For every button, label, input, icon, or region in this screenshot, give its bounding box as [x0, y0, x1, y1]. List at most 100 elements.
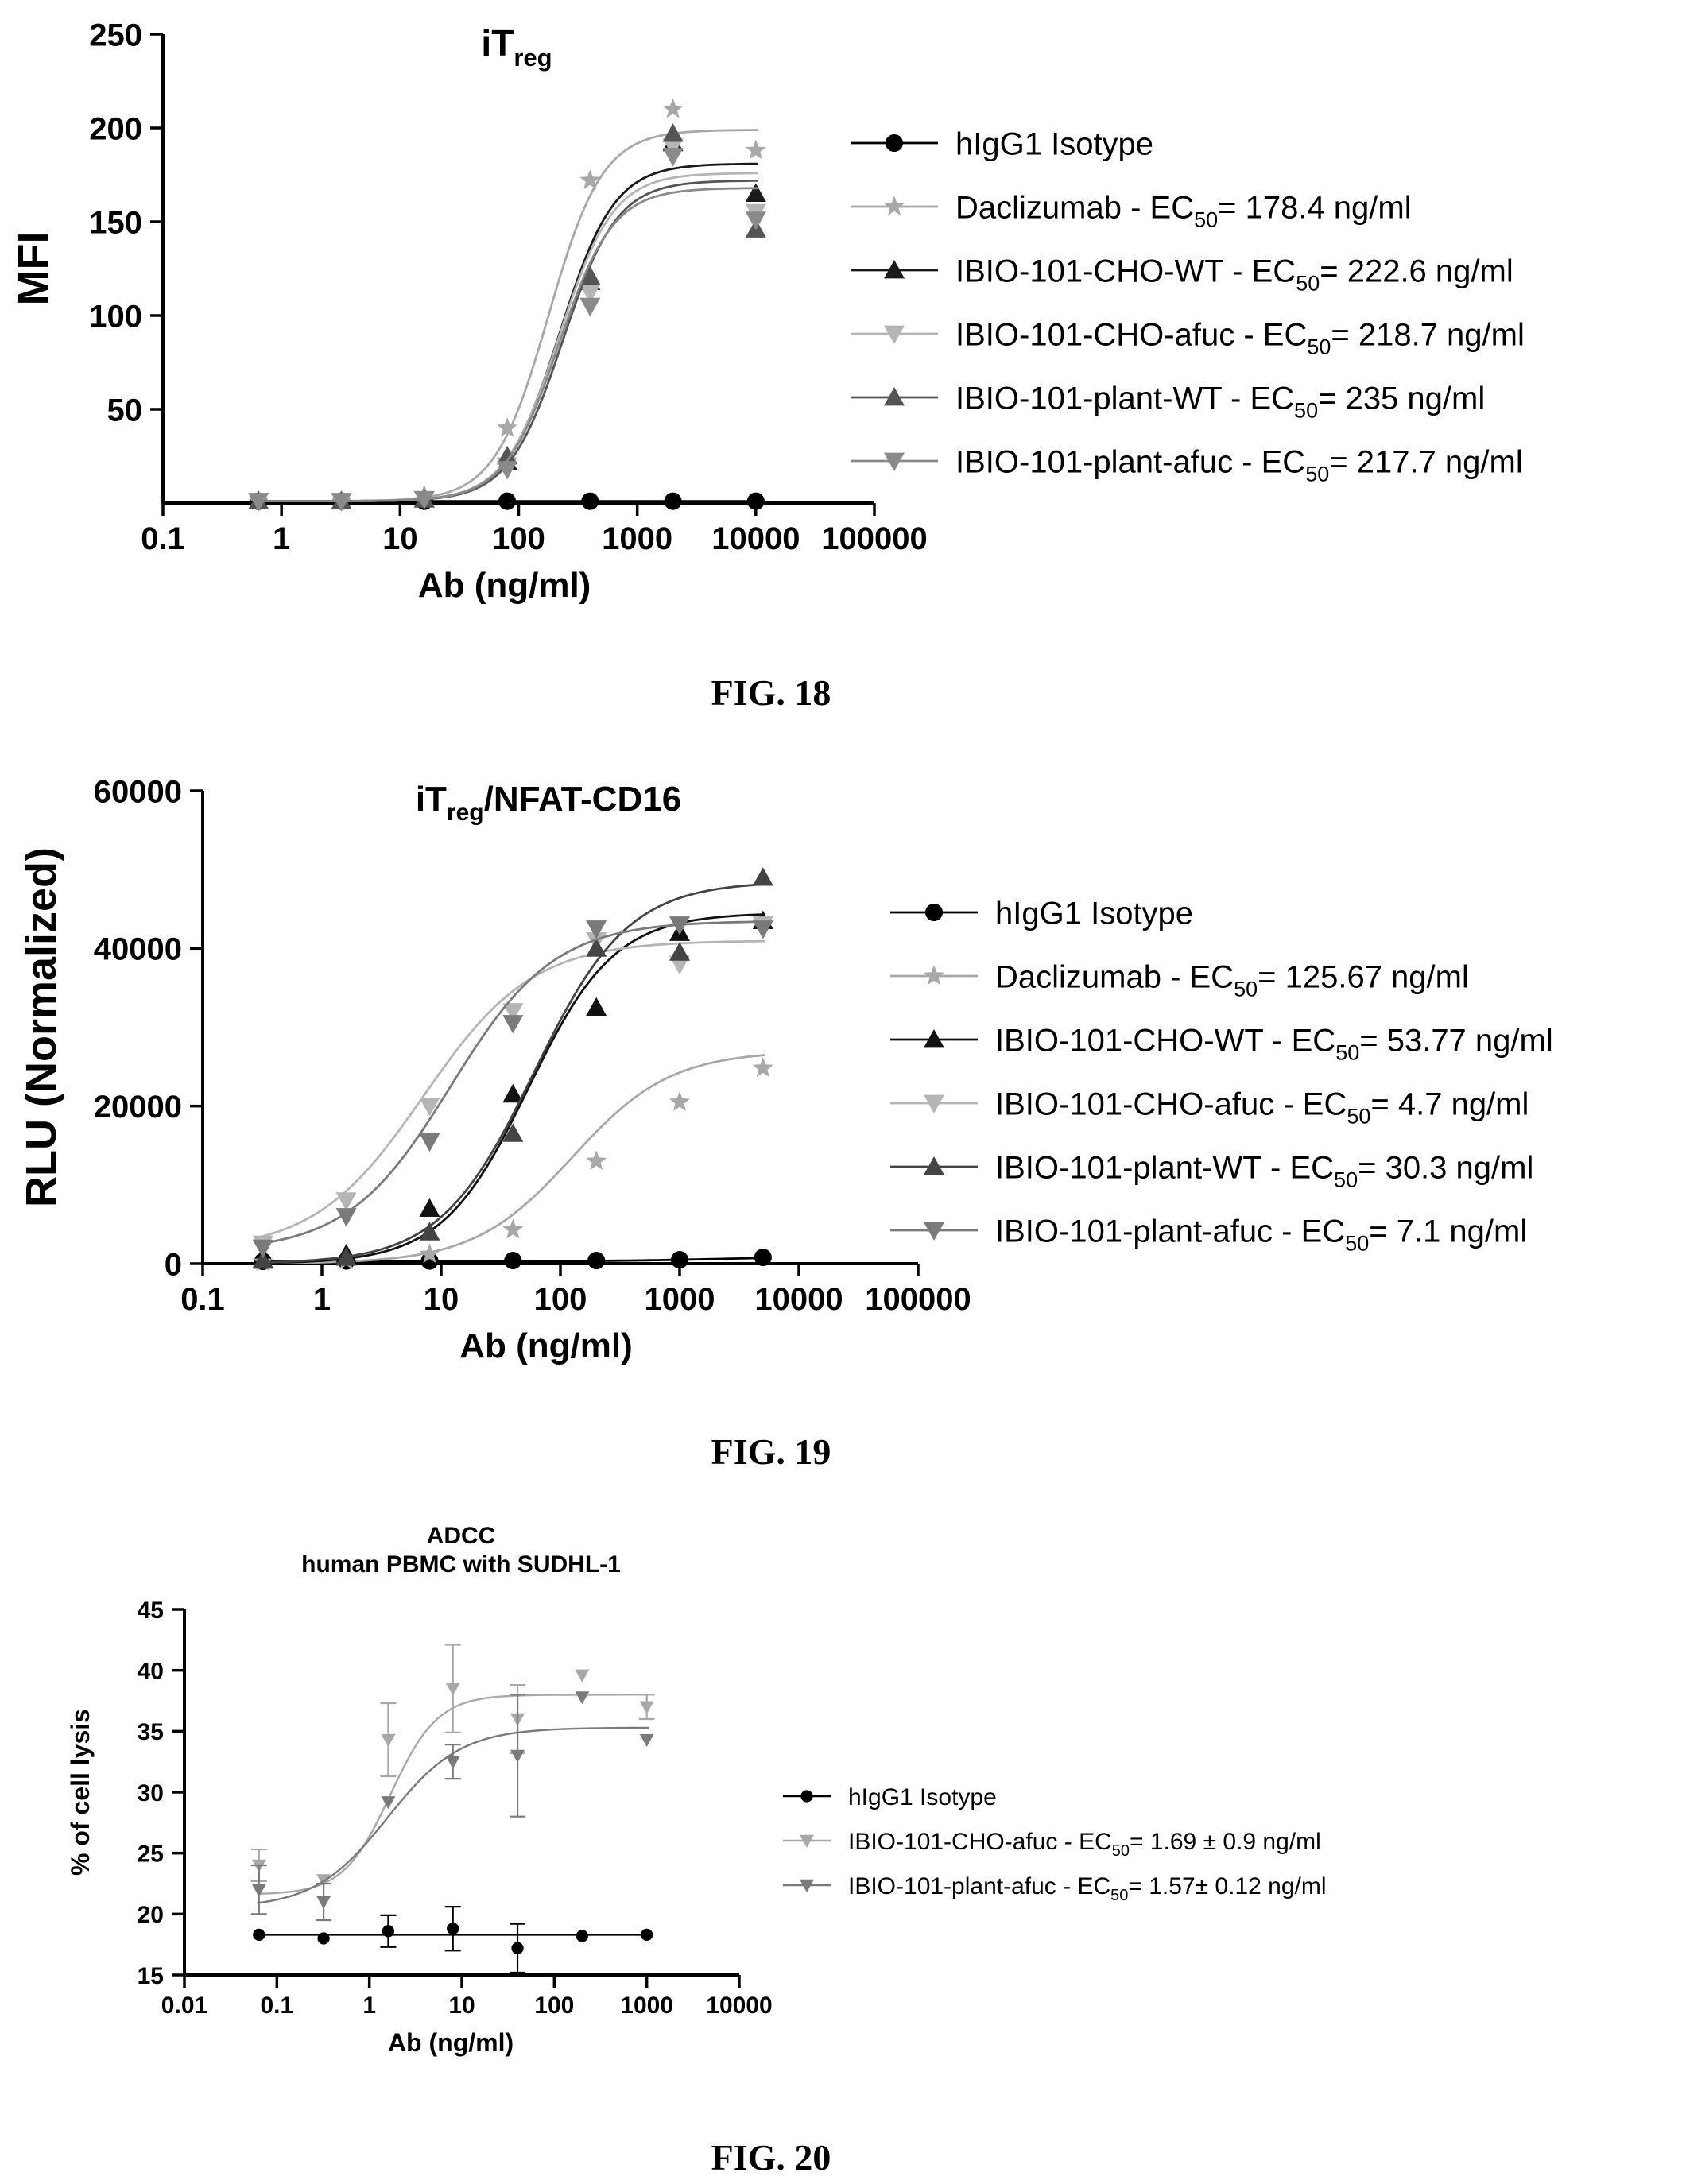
legend-label: IBIO-101-plant-WT - EC50= 235 ng/ml	[955, 381, 1485, 422]
data-point	[497, 446, 518, 465]
data-point	[579, 297, 601, 317]
y-tick-label: 15	[138, 1963, 164, 1989]
legend-label: IBIO-101-plant-afuc - EC50= 217.7 ng/ml	[955, 444, 1523, 486]
data-point	[576, 1930, 589, 1942]
legend-label: hIgG1 Isotype	[955, 126, 1153, 161]
data-point	[335, 1208, 357, 1227]
data-point	[670, 1250, 689, 1269]
x-tick-label: 1000	[620, 1992, 673, 2019]
legend-label: IBIO-101-CHO-WT - EC50= 53.77 ng/ml	[995, 1023, 1553, 1064]
y-tick-label: 50	[107, 393, 143, 428]
data-point	[754, 1249, 772, 1267]
data-point	[662, 123, 684, 142]
fit-curve	[260, 883, 765, 1264]
legend-label: IBIO-101-plant-WT - EC50= 30.3 ng/ml	[995, 1150, 1533, 1191]
data-point	[419, 1133, 440, 1152]
series-4	[252, 867, 773, 1269]
data-point	[502, 1003, 524, 1022]
data-point	[498, 492, 517, 510]
fit-curve	[256, 129, 758, 502]
data-point	[639, 1701, 654, 1714]
legend-marker	[884, 260, 905, 279]
series-5	[252, 916, 773, 1259]
data-point	[504, 1251, 522, 1270]
legend-marker	[924, 965, 944, 985]
data-point	[502, 1083, 524, 1103]
legend-marker	[924, 1094, 944, 1113]
legend-marker	[884, 325, 905, 344]
data-point	[252, 1239, 273, 1259]
legend-marker	[924, 1029, 944, 1048]
data-point	[752, 867, 773, 886]
y-axis-label: RLU (Normalized)	[17, 847, 65, 1207]
x-tick-label: 1000	[602, 521, 672, 556]
data-point	[510, 1749, 525, 1763]
x-tick-label: 100	[534, 1992, 574, 2019]
data-point	[248, 493, 269, 512]
data-point	[587, 1251, 606, 1270]
y-tick-label: 40000	[94, 932, 182, 967]
legend-marker	[800, 1790, 813, 1803]
data-point	[641, 1928, 653, 1942]
legend-label: IBIO-101-plant-afuc - EC50= 7.1 ng/ml	[995, 1214, 1527, 1255]
data-point	[253, 1928, 265, 1942]
y-tick-label: 60000	[94, 774, 182, 809]
legend-label: IBIO-101-CHO-afuc - EC50= 4.7 ng/ml	[995, 1086, 1529, 1128]
data-point	[669, 942, 690, 961]
legend-marker	[885, 134, 904, 153]
data-point	[317, 1932, 330, 1945]
data-point	[497, 417, 517, 437]
x-tick-label: 100000	[865, 1282, 971, 1317]
fig19-chart: 0.1 1 10 100 1000 10000 100000 0 20000 40000 60000…	[17, 774, 1553, 1365]
data-point	[662, 98, 684, 118]
data-point	[413, 490, 435, 510]
data-point	[419, 1198, 440, 1217]
data-point	[579, 169, 601, 190]
legend-label: IBIO-101-CHO-afuc - EC50= 1.69 ± 0.9 ng/…	[848, 1829, 1321, 1860]
data-point	[575, 1669, 590, 1683]
data-point	[335, 1192, 357, 1211]
series-5	[248, 148, 766, 512]
y-tick-label: 40	[138, 1658, 164, 1684]
x-tick-label: 10	[448, 1992, 475, 2019]
legend-marker	[884, 196, 905, 215]
fit-curve	[260, 920, 765, 1245]
legend-label: IBIO-101-CHO-WT - EC50= 222.6 ng/ml	[955, 254, 1513, 295]
series-4	[248, 123, 766, 510]
data-point	[745, 139, 766, 160]
legend-label: IBIO-101-plant-afuc - EC50= 1.57± 0.12 n…	[848, 1873, 1327, 1904]
x-tick-label: 1	[362, 1992, 376, 2019]
y-tick-label: 250	[89, 17, 142, 52]
y-tick-label: 100	[89, 299, 142, 334]
data-point	[497, 461, 518, 480]
data-point	[381, 1796, 396, 1810]
fig18-caption: FIG. 18	[711, 672, 831, 713]
data-point	[586, 920, 607, 939]
x-tick-label: 0.1	[260, 1992, 293, 2019]
data-point	[445, 1756, 460, 1769]
y-tick-label: 25	[138, 1841, 164, 1867]
x-axis-label: Ab (ng/ml)	[418, 566, 591, 605]
data-point	[445, 1683, 460, 1696]
x-axis-label: Ab (ng/ml)	[388, 2028, 514, 2057]
legend-marker	[800, 1879, 814, 1892]
y-tick-label: 45	[138, 1597, 164, 1624]
x-tick-label: 10	[424, 1282, 459, 1317]
data-point	[502, 1218, 524, 1239]
data-point	[419, 1243, 440, 1264]
legend-marker	[924, 1222, 944, 1241]
y-axis-label: % of cell lysis	[66, 1709, 95, 1876]
y-tick-label: 20	[138, 1902, 164, 1928]
x-tick-label: 1000	[645, 1282, 715, 1317]
x-tick-label: 0.1	[141, 521, 185, 556]
data-point	[752, 1057, 773, 1078]
data-point	[586, 997, 607, 1016]
data-point	[251, 1884, 266, 1897]
data-point	[511, 1942, 524, 1954]
data-point	[669, 916, 690, 935]
x-tick-label: 10000	[706, 1992, 772, 2019]
legend-label: IBIO-101-CHO-afuc - EC50= 218.7 ng/ml	[955, 317, 1525, 358]
x-tick-label: 10	[382, 521, 418, 556]
chart-title: ADCC	[427, 1523, 496, 1549]
